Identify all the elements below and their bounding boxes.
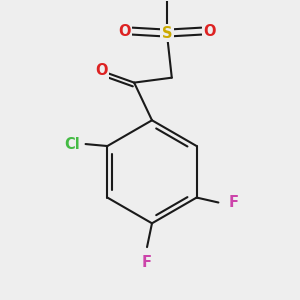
Text: S: S (162, 26, 172, 40)
Text: F: F (228, 195, 238, 210)
Text: O: O (118, 24, 130, 39)
Text: F: F (142, 255, 152, 270)
Text: O: O (95, 63, 108, 78)
Text: Cl: Cl (64, 136, 80, 152)
Text: O: O (203, 24, 216, 39)
